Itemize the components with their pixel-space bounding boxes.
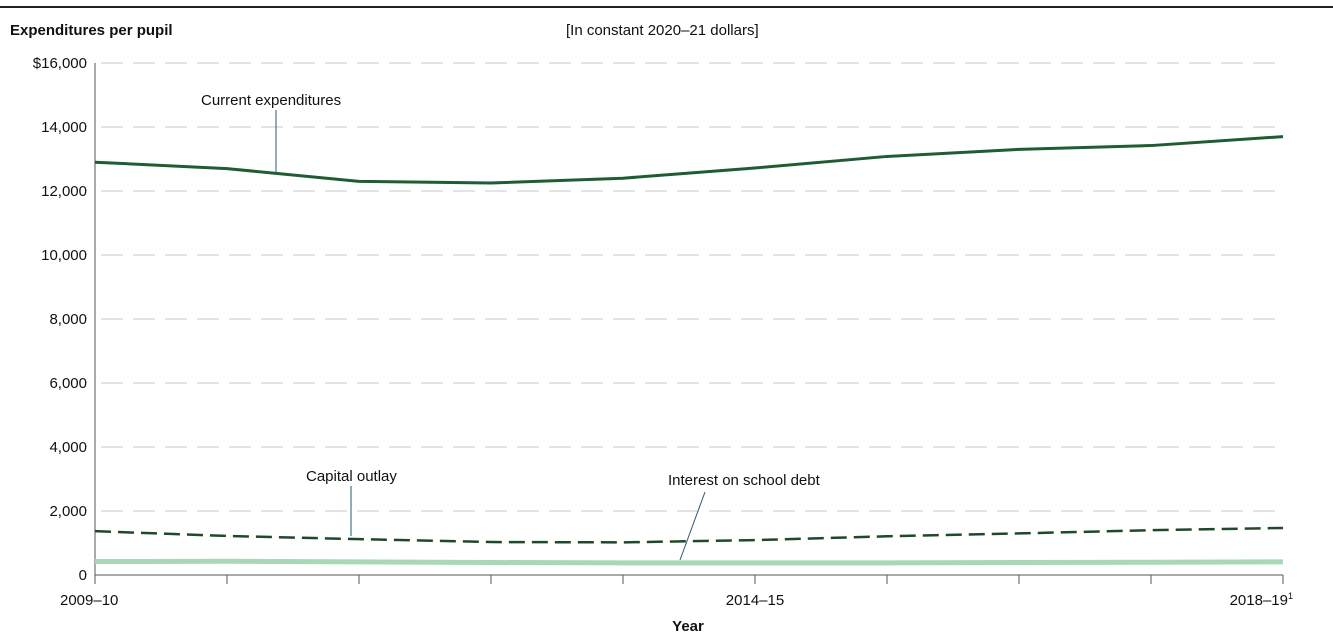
y-axis-title: Expenditures per pupil [10,22,173,39]
series-line-0 [94,135,1284,185]
axes: 0 2,000 4,000 6,000 8,000 10,000 12,000 14,000 $… [33,55,1293,609]
y-tick-label-5: 10,000 [41,247,87,264]
y-tick-label-8: $16,000 [33,55,87,72]
y-tick-label-7: 14,000 [41,119,87,136]
x-tick-label-1: 2014–15 [726,592,784,609]
series-label-0: Current expenditures [201,92,341,109]
series-label-1: Capital outlay [306,468,397,485]
annotation-leader-2 [679,491,706,561]
y-tick-label-4: 8,000 [49,311,87,328]
gridlines [101,62,1283,512]
series-label-2: Interest on school debt [668,472,821,489]
y-tick-label-0: 0 [79,567,87,584]
series-line-2 [94,558,1284,566]
y-tick-label-1: 2,000 [49,503,87,520]
x-axis-title: Year [672,618,704,635]
x-tick-label-2: 2018–191 [1230,591,1293,609]
y-tick-label-2: 4,000 [49,439,87,456]
series-line-1 [94,526,1284,544]
y-tick-label-3: 6,000 [49,375,87,392]
x-tick-label-0: 2009–10 [60,592,118,609]
series-lines [94,135,1284,566]
y-tick-label-6: 12,000 [41,183,87,200]
series-annotations: Current expenditures Capital outlay Intere… [201,92,821,561]
chart-subtitle: [In constant 2020–21 dollars] [566,22,759,39]
